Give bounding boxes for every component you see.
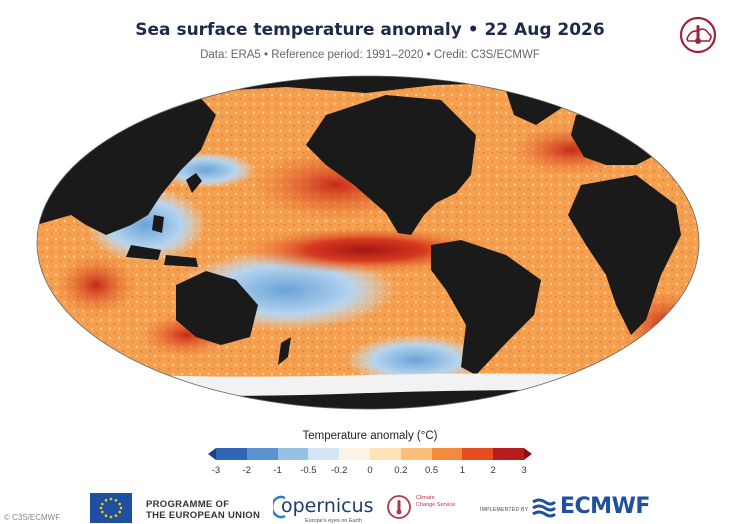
eu-flag-icon — [90, 493, 132, 523]
implemented-by-label: IMPLEMENTED BY — [480, 507, 529, 513]
colorbar-tick-label: 1 — [459, 465, 466, 476]
footer-logos: PROGRAMME OF THE EUROPEAN UNION opernicu… — [0, 485, 740, 524]
colorbar-tick-label: 0.5 — [424, 465, 439, 476]
colorbar-tick-label: -1 — [273, 465, 282, 476]
colorbar-segment — [493, 448, 524, 460]
colorbar-tick-label: -2 — [242, 465, 252, 476]
copernicus-c-icon — [273, 495, 286, 519]
colorbar-segment — [400, 448, 432, 460]
ecmwf-icon — [532, 498, 557, 518]
colorbar-tick-label: 0.2 — [394, 465, 408, 476]
colorbar-gradient — [216, 448, 524, 460]
colorbar-segment — [277, 448, 309, 460]
ccs-label: Climate Change Service — [416, 495, 456, 508]
copyright-text: © C3S/ECMWF — [4, 513, 61, 522]
colorbar-segment — [431, 448, 463, 460]
colorbar-segment — [462, 448, 494, 460]
c3s-thermometer-icon — [679, 16, 717, 54]
ecmwf-logo-text: ECMWF — [560, 494, 650, 519]
colorbar-min-arrow — [208, 448, 216, 460]
colorbar-tick-label: -3 — [211, 465, 221, 476]
colorbar-segment — [339, 448, 370, 460]
colorbar-segment — [308, 448, 340, 460]
colorbar-tick-label: 3 — [521, 465, 527, 476]
map-subtitle: Data: ERA5 • Reference period: 1991–2020… — [200, 49, 540, 61]
colorbar-segment — [246, 448, 278, 460]
colorbar-segment — [216, 448, 247, 460]
colorbar-ticks: -3 -2 -1 -0.5 -0.2 0 0.2 0.5 1 2 3 — [212, 465, 527, 479]
eu-programme-label: PROGRAMME OF THE EUROPEAN UNION — [146, 499, 261, 521]
colorbar-tick-label: -0.5 — [300, 465, 317, 476]
colorbar-tick-label: 2 — [490, 465, 496, 476]
colorbar-tick-label: 0 — [367, 465, 373, 476]
climate-change-service-icon — [387, 495, 411, 519]
colorbar — [208, 448, 532, 460]
colorbar-tick-label: -0.2 — [331, 465, 348, 476]
map-title: Sea surface temperature anomaly • 22 Aug… — [135, 20, 605, 40]
colorbar-title: Temperature anomaly (°C) — [302, 430, 438, 442]
sst-anomaly-map — [36, 75, 700, 410]
colorbar-max-arrow — [524, 448, 532, 460]
colorbar-segment — [369, 448, 401, 460]
